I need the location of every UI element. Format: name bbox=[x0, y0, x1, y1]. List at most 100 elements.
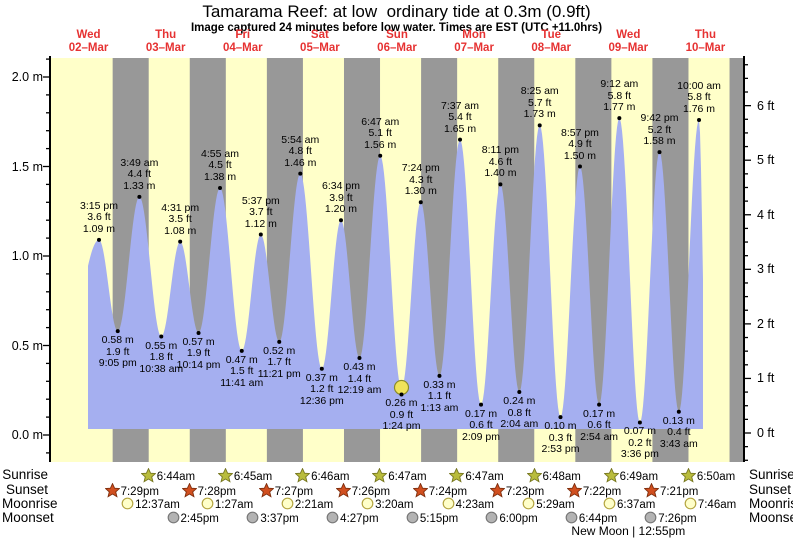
moonset-time: 2:45pm bbox=[167, 511, 219, 527]
moonrise-icon bbox=[684, 497, 698, 513]
moonset-icon bbox=[485, 511, 499, 527]
sunset-time: 7:22pm bbox=[566, 482, 621, 501]
low-tide-label: 0.10 m 0.3 ft 2:53 pm bbox=[541, 420, 580, 456]
right-axis-tick-label: 1 ft bbox=[757, 371, 775, 386]
sunrise-time: 6:47am bbox=[371, 467, 427, 486]
sunset-star-icon bbox=[181, 482, 198, 501]
left-axis-tick-label: 1.5 m bbox=[11, 159, 43, 174]
day-label: Sat 05–Mar bbox=[300, 29, 340, 54]
high-tide-label: 10:00 am 5.8 ft 1.76 m bbox=[677, 79, 721, 115]
tide-point-dot bbox=[319, 366, 324, 371]
low-tide-label: 0.17 m 0.6 ft 2:09 pm bbox=[462, 407, 500, 443]
right-axis-tick-label: 2 ft bbox=[757, 316, 775, 331]
moonrise-time: 6:37am bbox=[603, 497, 655, 513]
high-tide-label: 7:24 pm 4.3 ft 1.30 m bbox=[401, 162, 440, 198]
moonset-icon bbox=[326, 511, 340, 527]
tide-point-dot bbox=[517, 390, 522, 395]
sunrise-time: 6:50am bbox=[680, 467, 735, 486]
low-tide-label: 0.13 m 0.4 ft 3:43 am bbox=[659, 414, 698, 450]
moonrise-time: 3:20am bbox=[361, 497, 414, 513]
day-label: Fri 04–Mar bbox=[222, 29, 263, 54]
sunset-time: 7:28pm bbox=[181, 482, 236, 501]
sunrise-star-icon bbox=[525, 467, 543, 486]
high-tide-label: 3:15 pm 3.6 ft 1.09 m bbox=[80, 199, 118, 235]
almanac-row-label-moonrise: Moonrise bbox=[2, 496, 58, 511]
tide-point-dot bbox=[338, 218, 343, 223]
sunset-time: 7:24pm bbox=[412, 482, 467, 501]
sunset-time: 7:27pm bbox=[258, 482, 313, 501]
sunrise-time: 6:49am bbox=[603, 467, 658, 486]
moonrise-icon bbox=[281, 497, 295, 513]
page-title: Tamarama Reef: at low ordinary tide at 0… bbox=[202, 2, 591, 21]
moonset-icon bbox=[644, 511, 658, 527]
night-band bbox=[729, 58, 744, 462]
sunrise-star-icon bbox=[448, 467, 465, 486]
high-tide-label: 9:12 am 5.8 ft 1.77 m bbox=[600, 78, 639, 114]
day-label: Thu 03–Mar bbox=[145, 29, 186, 54]
tide-point-dot bbox=[258, 232, 263, 237]
day-label: Tue 08–Mar bbox=[531, 29, 572, 54]
moonset-time: 6:00pm bbox=[485, 511, 538, 527]
sunrise-star-icon bbox=[371, 467, 388, 486]
moonset-time: 7:26pm bbox=[644, 511, 697, 527]
almanac-row-label-sunrise: Sunrise bbox=[749, 467, 793, 482]
almanac-row-label-moonset: Moonset bbox=[749, 510, 793, 525]
moonset-time: 6:44pm bbox=[565, 511, 617, 527]
almanac-row-label-moonrise: Moonrise bbox=[749, 496, 793, 511]
low-tide-label: 0.37 m 1.2 ft 12:36 pm bbox=[299, 371, 344, 407]
low-tide-label: 0.47 m 1.5 ft 11:41 am bbox=[220, 353, 264, 389]
tide-point-dot bbox=[239, 348, 244, 353]
tide-point-dot bbox=[577, 164, 582, 169]
day-label: Sun 06–Mar bbox=[377, 29, 417, 54]
tide-point-dot bbox=[657, 150, 662, 155]
high-tide-label: 4:55 am 4.5 ft 1.38 m bbox=[201, 147, 239, 183]
sunset-star-icon bbox=[489, 482, 506, 501]
sunrise-star-icon bbox=[294, 467, 311, 486]
high-tide-label: 5:54 am 4.8 ft 1.46 m bbox=[281, 133, 320, 169]
current-level-marker bbox=[393, 379, 410, 396]
moonrise-time: 5:29am bbox=[522, 497, 575, 513]
low-tide-label: 0.57 m 1.9 ft 10:14 pm bbox=[176, 335, 221, 371]
tide-point-dot bbox=[159, 334, 164, 339]
moonrise-time: 7:46am bbox=[684, 497, 736, 513]
subtitle: Image captured 24 minutes before low wat… bbox=[190, 22, 603, 34]
tide-point-dot bbox=[697, 117, 702, 122]
tide-point-dot bbox=[96, 237, 101, 242]
tide-point-dot bbox=[218, 185, 223, 190]
sunrise-time: 6:44am bbox=[140, 467, 195, 486]
sunrise-star-icon bbox=[603, 467, 620, 486]
sunrise-star-icon bbox=[217, 467, 234, 486]
tide-point-dot bbox=[378, 153, 383, 158]
low-tide-label: 0.33 m 1.1 ft 1:13 am bbox=[420, 378, 459, 414]
high-tide-label: 8:25 am 5.7 ft 1.73 m bbox=[520, 85, 559, 121]
left-axis-tick-label: 0.0 m bbox=[11, 428, 43, 442]
low-tide-label: 0.07 m 0.2 ft 3:36 pm bbox=[620, 425, 659, 461]
tide-point-dot bbox=[418, 200, 423, 205]
moonset-time: 4:27pm bbox=[326, 511, 379, 527]
right-axis-tick-label: 0 ft bbox=[757, 426, 775, 440]
low-tide-label: 0.26 m 0.9 ft 1:24 pm bbox=[382, 397, 421, 433]
sunset-star-icon bbox=[335, 482, 352, 501]
low-tide-label: 0.24 m 0.8 ft 2:04 am bbox=[500, 395, 539, 431]
moonrise-icon bbox=[442, 497, 456, 513]
sunset-star-icon bbox=[104, 482, 121, 501]
high-tide-label: 4:31 pm 3.5 ft 1.08 m bbox=[161, 201, 200, 237]
right-axis-tick-label: 4 ft bbox=[757, 207, 775, 222]
sunset-time: 7:23pm bbox=[489, 482, 544, 501]
tide-point-dot bbox=[399, 392, 404, 397]
sunrise-time: 6:45am bbox=[217, 467, 272, 486]
low-tide-label: 0.58 m 1.9 ft 9:05 pm bbox=[98, 334, 137, 370]
tide-point-dot bbox=[637, 420, 642, 425]
sunset-star-icon bbox=[412, 482, 429, 501]
day-label: Wed 09–Mar bbox=[608, 29, 649, 54]
tide-point-dot bbox=[479, 402, 484, 407]
moonset-icon bbox=[406, 511, 420, 527]
high-tide-label: 6:34 pm 3.9 ft 1.20 m bbox=[322, 180, 360, 216]
tide-point-dot bbox=[617, 116, 622, 121]
sunrise-star-icon bbox=[140, 467, 157, 486]
moonrise-icon bbox=[201, 497, 215, 513]
sunset-time: 7:21pm bbox=[643, 482, 698, 501]
sunrise-time: 6:47am bbox=[448, 467, 504, 486]
sunrise-time: 6:46am bbox=[294, 467, 349, 486]
sunset-star-icon bbox=[258, 482, 275, 501]
